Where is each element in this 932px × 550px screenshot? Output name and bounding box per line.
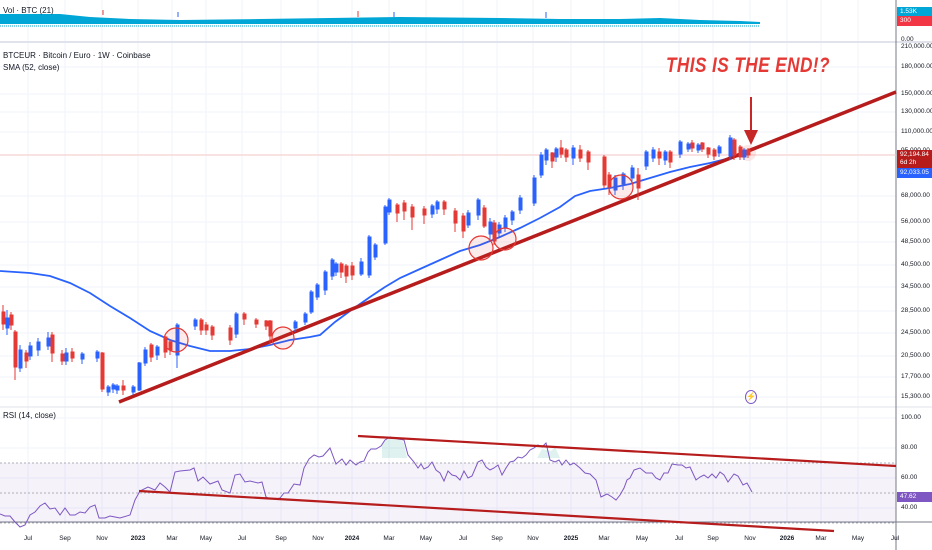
time-axis-label: May — [851, 535, 865, 542]
time-axis-label: Nov — [96, 535, 108, 542]
bar-countdown: 6d 2h — [900, 159, 917, 166]
rsi-axis-label: 60.00 — [901, 474, 918, 481]
rsi-axis-label: 100.00 — [901, 414, 921, 421]
price-axis-label: 130,000.00 — [901, 108, 932, 115]
time-axis-label: Jul — [23, 535, 33, 542]
time-axis-label-year: 2024 — [344, 535, 360, 542]
time-axis-label-year: 2026 — [779, 535, 795, 542]
price-axis-label: 15,300.00 — [901, 393, 930, 400]
current-price-value: 92,194.84 — [900, 151, 929, 158]
price-axis-label: 40,500.00 — [901, 261, 930, 268]
time-axis-label: Nov — [527, 535, 539, 542]
time-axis-label: Mar — [166, 535, 178, 542]
volume-bars — [0, 10, 760, 27]
rsi-line — [0, 436, 753, 528]
price-axis-label: 68,000.00 — [901, 192, 930, 199]
annotation-text[interactable]: THIS IS THE END!? — [666, 54, 830, 77]
price-axis-label: 48,500.00 — [901, 238, 930, 245]
time-axis-label: Nov — [744, 535, 756, 542]
time-axis-label: Sep — [275, 535, 287, 542]
volume-axis-zero: 0.00 — [901, 36, 914, 43]
price-axis-label: 210,000.00 — [901, 43, 932, 50]
time-axis-label: Mar — [598, 535, 610, 542]
down-arrow-icon — [744, 97, 758, 145]
volume-pane-label[interactable]: Vol · BTC (21) — [3, 6, 54, 15]
ascending-support-trendline — [118, 90, 897, 404]
time-axis-label: Jul — [674, 535, 684, 542]
time-axis-label: Jul — [458, 535, 468, 542]
rsi-pane-label[interactable]: RSI (14, close) — [3, 411, 56, 420]
rsi-axis-label: 80.00 — [901, 444, 918, 451]
time-axis-label: Jul — [237, 535, 247, 542]
price-axis-label: 180,000.00 — [901, 63, 932, 70]
time-axis-label: Nov — [312, 535, 324, 542]
price-axis-label: 28,500.00 — [901, 307, 930, 314]
rsi-support-trendline — [138, 489, 835, 533]
price-axis-label: 110,000.00 — [901, 128, 932, 135]
price-axis-label: 24,500.00 — [901, 329, 930, 336]
touch-circles — [163, 174, 634, 353]
candles — [1, 135, 751, 396]
time-axis-label: Mar — [815, 535, 827, 542]
price-axis-label: 150,000.00 — [901, 90, 932, 97]
current-price-badge: 92,194.84 6d 2h — [897, 150, 932, 168]
rsi-overbought-fill-1 — [382, 437, 407, 458]
symbol-label[interactable]: BTCEUR · Bitcoin / Euro · 1W · Coinbase — [3, 51, 151, 60]
price-axis-label: 34,500.00 — [901, 283, 930, 290]
time-axis-label: Sep — [59, 535, 71, 542]
price-axis-label: 20,500.00 — [901, 352, 930, 359]
time-axis-label-year: 2023 — [130, 535, 146, 542]
rsi-resistance-trendline — [357, 434, 897, 468]
sma-indicator-label[interactable]: SMA (52, close) — [3, 63, 60, 72]
volume-value-badge: 1.53K — [897, 7, 932, 17]
rsi-band-lines — [0, 462, 896, 524]
sma-line — [0, 153, 749, 352]
rsi-value-badge: 47.62 — [897, 492, 932, 502]
time-axis-label: May — [199, 535, 213, 542]
time-axis-label: May — [419, 535, 433, 542]
time-axis-label: Mar — [383, 535, 395, 542]
sma-value-badge: 92,033.05 — [897, 168, 932, 178]
rsi-axis-label: 40.00 — [901, 504, 918, 511]
grid-vertical — [27, 0, 859, 522]
end-highlight-circle — [740, 145, 756, 161]
time-axis-label: Sep — [707, 535, 719, 542]
time-axis-label: Sep — [491, 535, 503, 542]
price-axis-label: 56,000.00 — [901, 218, 930, 225]
time-axis-label: Jul — [890, 535, 900, 542]
volume-ma-badge: 300 — [897, 16, 932, 26]
flash-icon[interactable]: ⚡ — [745, 390, 757, 404]
time-axis-label: May — [635, 535, 649, 542]
time-axis-label-year: 2025 — [563, 535, 579, 542]
price-axis-label: 17,700.00 — [901, 373, 930, 380]
